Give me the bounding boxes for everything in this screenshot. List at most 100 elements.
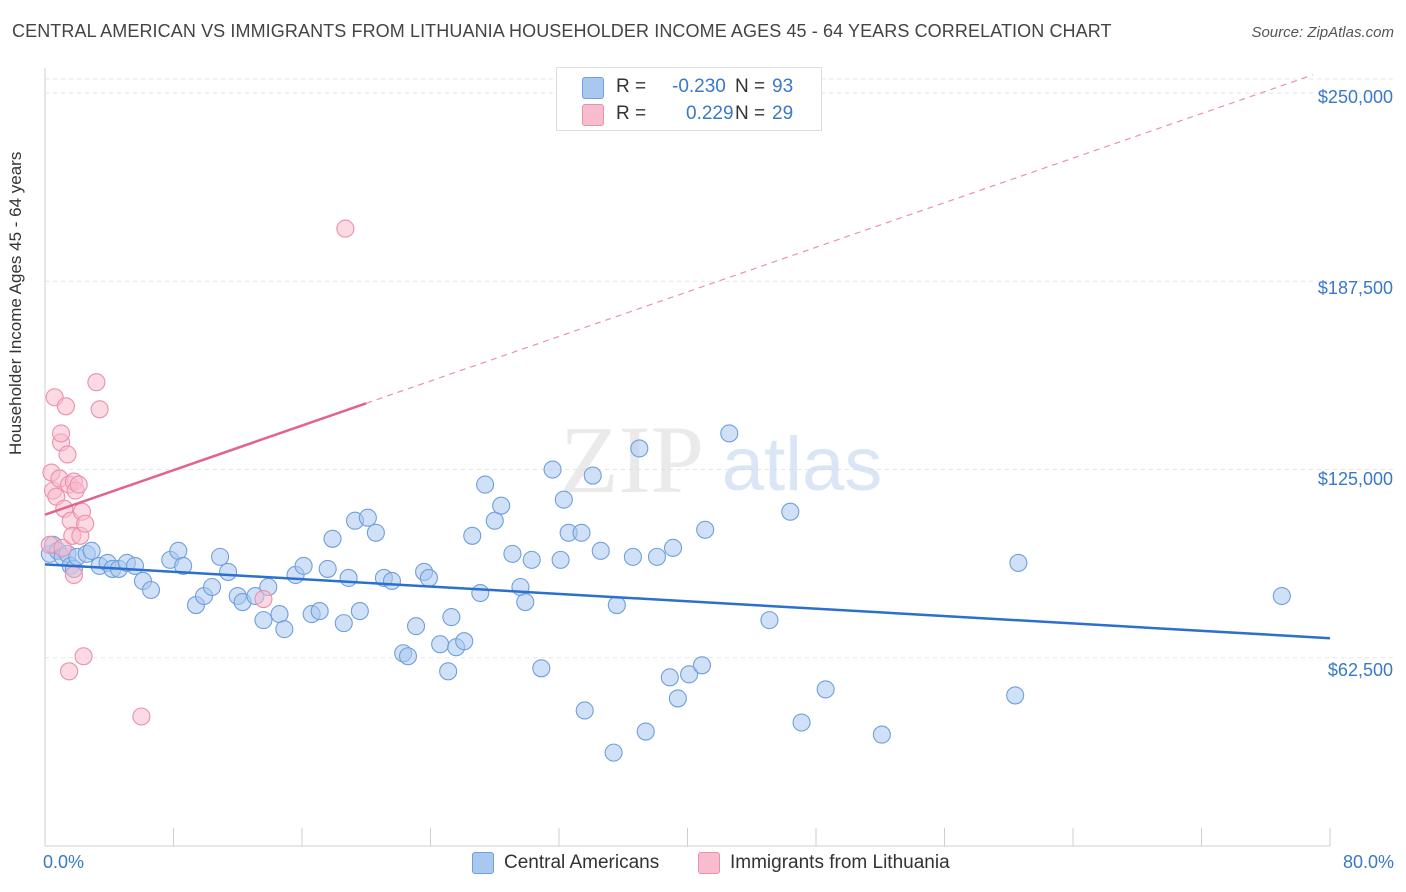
central-american-point: [630, 439, 649, 458]
legend-swatch-pink: [582, 104, 604, 126]
central-american-point: [455, 632, 474, 651]
central-american-point: [406, 617, 426, 636]
central-american-point: [781, 502, 800, 521]
bottom-legend-label: Immigrants from Lithuania: [730, 852, 950, 873]
lithuania-trend-line: [44, 402, 367, 516]
source-note: Source: ZipAtlas.com: [1251, 24, 1394, 41]
legend-n-value: 29: [772, 103, 794, 124]
central-american-point: [636, 722, 655, 741]
legend-n-value: 93: [772, 76, 794, 97]
y-tick-label-250000: $250,000: [1317, 87, 1393, 107]
central-american-point: [310, 602, 329, 621]
central-american-point: [82, 541, 101, 560]
central-american-point: [516, 593, 535, 612]
central-american-point: [692, 656, 712, 675]
lithuania-point: [69, 475, 88, 494]
central-american-point: [668, 689, 687, 708]
central-american-point: [141, 580, 161, 600]
central-american-point: [219, 562, 238, 581]
central-american-point: [382, 571, 402, 591]
central-american-point: [816, 680, 835, 699]
central-american-point: [1006, 686, 1025, 705]
central-american-point: [334, 614, 353, 633]
central-american-point: [463, 526, 482, 545]
data-points: [40, 219, 1291, 762]
watermark: ZIP atlas: [560, 406, 882, 513]
central-american-point: [647, 547, 667, 566]
central-american-point: [492, 496, 511, 515]
legend-n-label: N =: [735, 76, 766, 97]
central-american-point: [211, 547, 230, 566]
central-american-point: [872, 725, 891, 744]
lithuania-point: [254, 589, 273, 609]
lithuania-point: [90, 400, 109, 419]
lithuania-point: [53, 538, 72, 557]
central-american-point: [318, 559, 337, 578]
legend-n-label: N =: [735, 103, 766, 124]
legend-swatch-blue: [582, 77, 604, 99]
trend-lines: [44, 74, 1331, 640]
central-american-point: [270, 605, 289, 624]
central-american-point: [543, 460, 562, 479]
lithuania-point: [58, 445, 77, 464]
central-american-point: [323, 529, 342, 548]
central-american-point: [471, 583, 490, 603]
legend-r-value: 0.229: [686, 103, 734, 124]
bottom-legend-swatch-blue: [472, 852, 494, 874]
central-american-point: [663, 538, 683, 557]
axes: [44, 68, 1331, 847]
y-tick-label-62500: $62,500: [1327, 660, 1393, 680]
lithuania-trend-extension: [366, 74, 1313, 404]
central-american-point: [366, 523, 385, 542]
central-american-point: [419, 568, 438, 588]
lithuania-point: [60, 662, 79, 681]
central-american-point: [583, 466, 602, 485]
lithuania-point: [52, 424, 71, 443]
central-american-point: [551, 550, 570, 569]
central-american-point: [532, 659, 551, 678]
central-american-point: [607, 596, 626, 615]
y-tick-label-187500: $187,500: [1317, 278, 1393, 298]
central-american-point: [720, 424, 739, 443]
central-american-point: [503, 544, 522, 563]
y-axis-label: Householder Income Ages 45 - 64 years: [6, 151, 25, 455]
central-american-point: [660, 668, 679, 687]
central-american-point: [476, 475, 495, 494]
x-tick-label-max: 80.0%: [1342, 852, 1394, 872]
central-american-point: [522, 550, 541, 569]
central-american-point: [350, 602, 369, 621]
lithuania-point: [56, 397, 75, 416]
central-american-point: [1009, 553, 1028, 572]
central-american-point: [339, 568, 358, 588]
central-american-point: [169, 541, 188, 560]
lithuania-point: [132, 707, 151, 726]
central-american-point: [431, 635, 450, 654]
bottom-legend-swatch-pink: [698, 852, 720, 874]
central-american-point: [125, 556, 144, 575]
central-american-point: [792, 713, 811, 732]
legend-r-label: R =: [616, 103, 647, 124]
central-american-point: [572, 523, 591, 542]
central-american-point: [575, 701, 594, 720]
chart-title: CENTRAL AMERICAN VS IMMIGRANTS FROM LITH…: [12, 21, 1112, 41]
central-american-point: [554, 490, 573, 509]
central-american-point: [294, 556, 313, 575]
central-american-point: [254, 611, 273, 630]
legend-r-value: -0.230: [672, 76, 726, 97]
lithuania-point: [74, 647, 93, 666]
central-american-point: [623, 547, 642, 566]
watermark-zip: ZIP: [560, 406, 704, 513]
central-american-point: [439, 662, 458, 681]
central-american-point: [485, 511, 504, 530]
central-american-point: [591, 541, 610, 560]
central-american-point: [358, 508, 377, 527]
central-american-point: [760, 611, 779, 630]
lithuania-point: [336, 219, 355, 238]
lithuania-point: [64, 565, 83, 584]
x-tick-label-min: 0.0%: [43, 852, 85, 872]
y-tick-label-125000: $125,000: [1317, 469, 1393, 489]
central-americans-trend-line: [44, 563, 1331, 640]
lithuania-point: [76, 514, 95, 533]
central-american-point: [604, 743, 623, 762]
